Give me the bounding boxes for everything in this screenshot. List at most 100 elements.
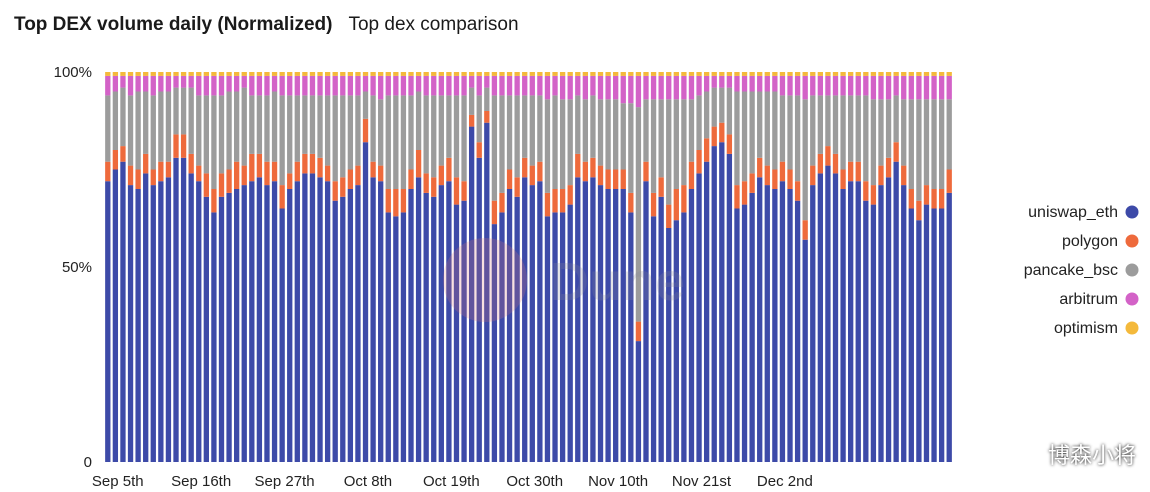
bar-segment-optimism (885, 72, 892, 76)
bar-segment-uniswap-eth (840, 189, 846, 462)
bar-segment-uniswap-eth (355, 185, 361, 462)
bar-segment-polygon (817, 153, 823, 174)
bar-segment-arbitrum (165, 75, 172, 92)
bar-segment-polygon (559, 189, 566, 213)
bar-segment-pancake-bsc (218, 95, 225, 174)
bar-segment-polygon (226, 169, 232, 193)
bar-segment-uniswap-eth (506, 189, 513, 462)
bar-segment-pancake-bsc (794, 95, 801, 182)
bar-segment-optimism (241, 72, 247, 76)
bar-segment-polygon (802, 220, 808, 240)
bar-segment-pancake-bsc (620, 103, 626, 170)
bar-segment-arbitrum (446, 75, 452, 96)
bar-segment-arbitrum (173, 75, 179, 88)
bar-segment-arbitrum (158, 75, 164, 92)
bar-segment-optimism (575, 72, 581, 76)
bar-segment-optimism (105, 72, 111, 76)
bar-segment-arbitrum (271, 75, 278, 92)
bar-segment-pancake-bsc (817, 95, 823, 154)
bar-segment-arbitrum (779, 75, 786, 96)
bar-segment-uniswap-eth (764, 185, 770, 462)
bar-segment-optimism (408, 72, 414, 76)
bar-segment-polygon (840, 169, 846, 189)
bar-segment-optimism (476, 72, 482, 76)
chart-subtitle: Top dex comparison (348, 14, 519, 35)
bar-segment-arbitrum (249, 75, 255, 96)
bar-segment-uniswap-eth (324, 181, 331, 462)
bar-segment-arbitrum (150, 75, 156, 96)
bar-segment-pancake-bsc (613, 99, 619, 170)
bar-segment-uniswap-eth (802, 239, 808, 462)
bar-segment-polygon (537, 161, 543, 182)
bar-segment-pancake-bsc (575, 95, 581, 154)
bar-segment-optimism (537, 72, 543, 76)
bar-segment-optimism (218, 72, 225, 76)
bar-segment-arbitrum (529, 75, 535, 96)
bar-segment-arbitrum (468, 75, 475, 88)
bar-segment-polygon (362, 118, 369, 143)
bar-segment-uniswap-eth (431, 196, 437, 463)
bar-segment-polygon (317, 157, 323, 178)
bar-segment-optimism (120, 72, 126, 76)
bar-segment-polygon (135, 169, 141, 189)
bar-segment-uniswap-eth (158, 181, 164, 462)
bar-segment-uniswap-eth (476, 157, 482, 463)
bar-segment-pancake-bsc (112, 91, 119, 150)
bar-segment-uniswap-eth (302, 173, 308, 462)
bar-segment-arbitrum (696, 75, 702, 96)
bar-segment-pancake-bsc (544, 99, 551, 193)
bar-segment-pancake-bsc (249, 95, 255, 154)
bar-segment-pancake-bsc (825, 95, 831, 147)
bar-segment-arbitrum (863, 75, 869, 96)
bar-segment-uniswap-eth (878, 185, 884, 462)
bar-segment-arbitrum (726, 75, 733, 88)
bar-segment-uniswap-eth (946, 192, 952, 462)
bar-segment-arbitrum (772, 75, 778, 92)
bar-segment-pancake-bsc (749, 91, 755, 174)
bar-segment-uniswap-eth (848, 181, 854, 462)
bar-segment-arbitrum (294, 75, 300, 96)
bar-segment-optimism (802, 72, 808, 76)
bar-segment-arbitrum (552, 75, 558, 96)
bar-segment-polygon (552, 189, 558, 213)
bar-segment-pancake-bsc (385, 95, 391, 189)
bar-segment-optimism (590, 72, 596, 76)
bar-segment-arbitrum (658, 75, 664, 100)
bar-segment-uniswap-eth (211, 212, 217, 462)
bar-segment-polygon (165, 161, 172, 178)
bar-segment-optimism (703, 72, 710, 76)
bar-segment-arbitrum (362, 75, 369, 92)
bar-segment-arbitrum (757, 75, 763, 92)
bar-segment-optimism (453, 72, 460, 76)
bar-segment-uniswap-eth (901, 185, 907, 462)
bar-segment-uniswap-eth (908, 208, 914, 462)
bar-segment-polygon (529, 165, 535, 186)
bar-segment-uniswap-eth (688, 189, 695, 462)
bar-segment-uniswap-eth (529, 185, 535, 462)
bar-segment-pancake-bsc (355, 95, 361, 166)
bar-segment-polygon (241, 165, 247, 186)
bar-segment-arbitrum (522, 75, 528, 96)
x-tick-label: Oct 19th (423, 473, 480, 490)
bar-segment-optimism (908, 72, 914, 76)
bar-segment-optimism (711, 72, 717, 76)
bar-segment-polygon (764, 165, 770, 186)
bar-segment-uniswap-eth (294, 181, 300, 462)
bar-segment-arbitrum (196, 75, 202, 96)
bar-segment-arbitrum (908, 75, 914, 100)
bar-segment-optimism (901, 72, 907, 76)
legend-swatch (1125, 263, 1139, 277)
bar-segment-polygon (681, 185, 687, 213)
bar-segment-pancake-bsc (628, 103, 634, 193)
bar-segment-pancake-bsc (279, 95, 285, 186)
bar-segment-optimism (112, 72, 119, 76)
bar-segment-uniswap-eth (468, 126, 475, 462)
bar-segment-pancake-bsc (863, 95, 869, 182)
bar-segment-uniswap-eth (635, 341, 642, 462)
bar-segment-polygon (400, 189, 407, 213)
bar-segment-arbitrum (916, 75, 922, 100)
bar-segment-optimism (362, 72, 369, 76)
bar-segment-optimism (446, 72, 452, 76)
bar-segment-optimism (347, 72, 354, 76)
bar-segment-polygon (180, 134, 187, 158)
